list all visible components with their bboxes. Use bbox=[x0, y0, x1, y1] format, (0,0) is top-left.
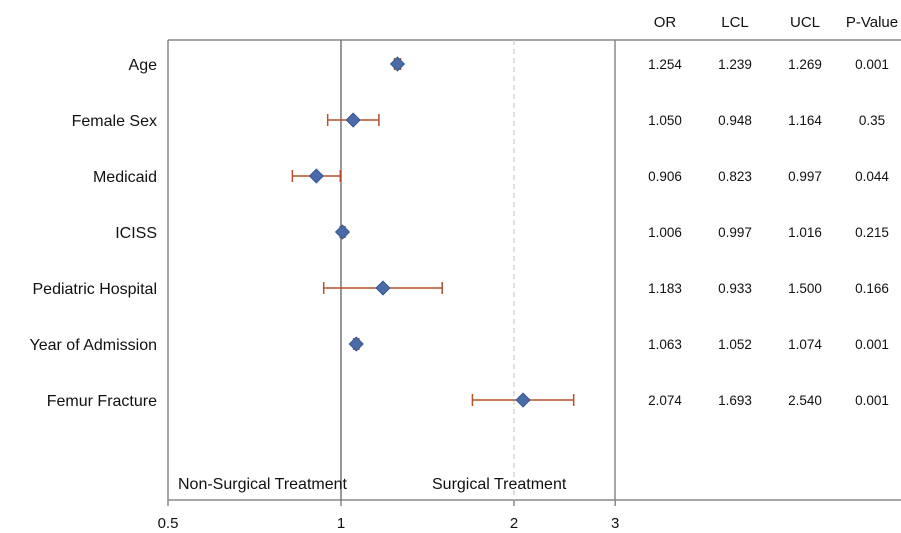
table-cell: 0.933 bbox=[718, 281, 752, 296]
table-cell: 0.997 bbox=[788, 169, 822, 184]
row-label: Year of Admission bbox=[30, 337, 157, 354]
odds-ratio-markers bbox=[308, 56, 531, 408]
table-cell: 0.215 bbox=[855, 225, 889, 240]
row-label: Pediatric Hospital bbox=[33, 281, 158, 298]
or-marker bbox=[308, 168, 324, 184]
table-headers: OR LCL UCL P-Value bbox=[654, 14, 898, 31]
table-cell: 1.239 bbox=[718, 57, 752, 72]
region-label-surgical: Surgical Treatment bbox=[432, 476, 567, 493]
or-marker bbox=[389, 56, 406, 72]
table-cell: 0.948 bbox=[718, 113, 752, 128]
table-cell: 1.016 bbox=[788, 225, 822, 240]
table-cell: 0.044 bbox=[855, 169, 889, 184]
x-tick-label: 0.5 bbox=[158, 515, 179, 532]
region-label-non-surgical: Non-Surgical Treatment bbox=[178, 476, 348, 493]
table-cell: 0.35 bbox=[859, 113, 885, 128]
table-cell: 0.001 bbox=[855, 393, 889, 408]
column-header: LCL bbox=[721, 14, 749, 31]
table-cell: 0.166 bbox=[855, 281, 889, 296]
table-cell: 1.074 bbox=[788, 337, 822, 352]
table-cell: 1.063 bbox=[648, 337, 682, 352]
or-marker bbox=[345, 112, 361, 128]
table-cell: 2.540 bbox=[788, 393, 822, 408]
table-cell: 0.823 bbox=[718, 169, 752, 184]
plot-frame bbox=[167, 39, 901, 501]
table-cell: 1.050 bbox=[648, 113, 682, 128]
table-cell: 1.693 bbox=[718, 393, 752, 408]
table-cells: 1.254 1.239 1.269 0.001 1.050 0.948 1.164 0.35 0… bbox=[648, 57, 889, 408]
row-label: Age bbox=[129, 57, 158, 74]
column-header: UCL bbox=[790, 14, 820, 31]
or-marker bbox=[375, 280, 391, 296]
row-label: Female Sex bbox=[72, 113, 157, 130]
row-label: Femur Fracture bbox=[47, 393, 157, 410]
table-cell: 1.052 bbox=[718, 337, 752, 352]
table-cell: 1.500 bbox=[788, 281, 822, 296]
x-tick-label: 2 bbox=[510, 515, 518, 532]
x-axis: 0.5 1 2 3 bbox=[158, 500, 619, 532]
row-label: ICISS bbox=[115, 225, 157, 242]
table-cell: 1.183 bbox=[648, 281, 682, 296]
table-cell: 0.001 bbox=[855, 57, 889, 72]
column-header: OR bbox=[654, 14, 677, 31]
or-marker bbox=[515, 392, 531, 408]
or-marker bbox=[334, 224, 351, 240]
or-marker bbox=[348, 336, 364, 352]
table-cell: 1.254 bbox=[648, 57, 682, 72]
table-cell: 0.001 bbox=[855, 337, 889, 352]
table-cell: 2.074 bbox=[648, 393, 682, 408]
reference-lines bbox=[340, 40, 515, 500]
table-cell: 1.269 bbox=[788, 57, 822, 72]
row-label: Medicaid bbox=[93, 169, 157, 186]
column-header: P-Value bbox=[846, 14, 898, 31]
x-tick-label: 1 bbox=[337, 515, 345, 532]
table-cell: 1.164 bbox=[788, 113, 822, 128]
x-tick-label: 3 bbox=[611, 515, 619, 532]
table-cell: 0.997 bbox=[718, 225, 752, 240]
row-labels: Age Female Sex Medicaid ICISS Pediatric Hosp… bbox=[30, 57, 158, 410]
confidence-intervals bbox=[291, 58, 575, 406]
table-cell: 0.906 bbox=[648, 169, 682, 184]
table-cell: 1.006 bbox=[648, 225, 682, 240]
